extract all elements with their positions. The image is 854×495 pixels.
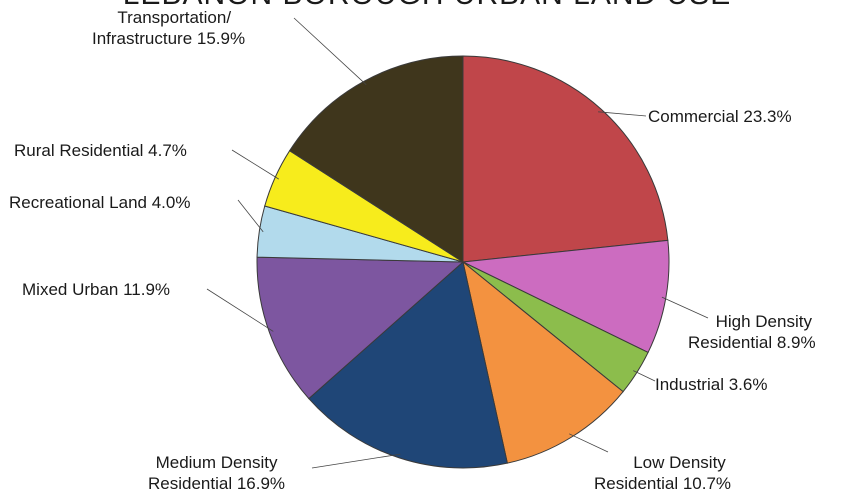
label-rural-residential: Rural Residential 4.7% [14,140,187,161]
label-medium-density-residential: Medium Density Residential 16.9% [148,452,285,494]
label-low-density-residential: Low Density Residential 10.7% [594,452,731,494]
label-industrial: Industrial 3.6% [655,374,767,395]
label-recreational-land: Recreational Land 4.0% [9,192,190,213]
label-line: Low Density [594,452,731,473]
label-line: Infrastructure 15.9% [92,28,245,49]
label-line: Residential 16.9% [148,473,285,494]
leader-line [312,454,401,468]
label-transportation-infrastructure: Transportation/ Infrastructure 15.9% [92,7,245,49]
leader-line [633,371,655,381]
label-line: High Density [688,311,816,332]
label-commercial: Commercial 23.3% [648,106,792,127]
leader-line [569,434,608,452]
leader-line [232,150,279,179]
label-line: Residential 10.7% [594,473,731,494]
label-line: Residential 8.9% [688,332,816,353]
label-high-density-residential: High Density Residential 8.9% [688,311,816,353]
label-mixed-urban: Mixed Urban 11.9% [22,279,170,300]
leader-line [238,200,263,232]
leader-line [294,18,366,85]
pie-slice-commercial [463,56,668,262]
label-line: Transportation/ [92,7,245,28]
pie-slices [257,56,669,468]
label-line: Medium Density [148,452,285,473]
